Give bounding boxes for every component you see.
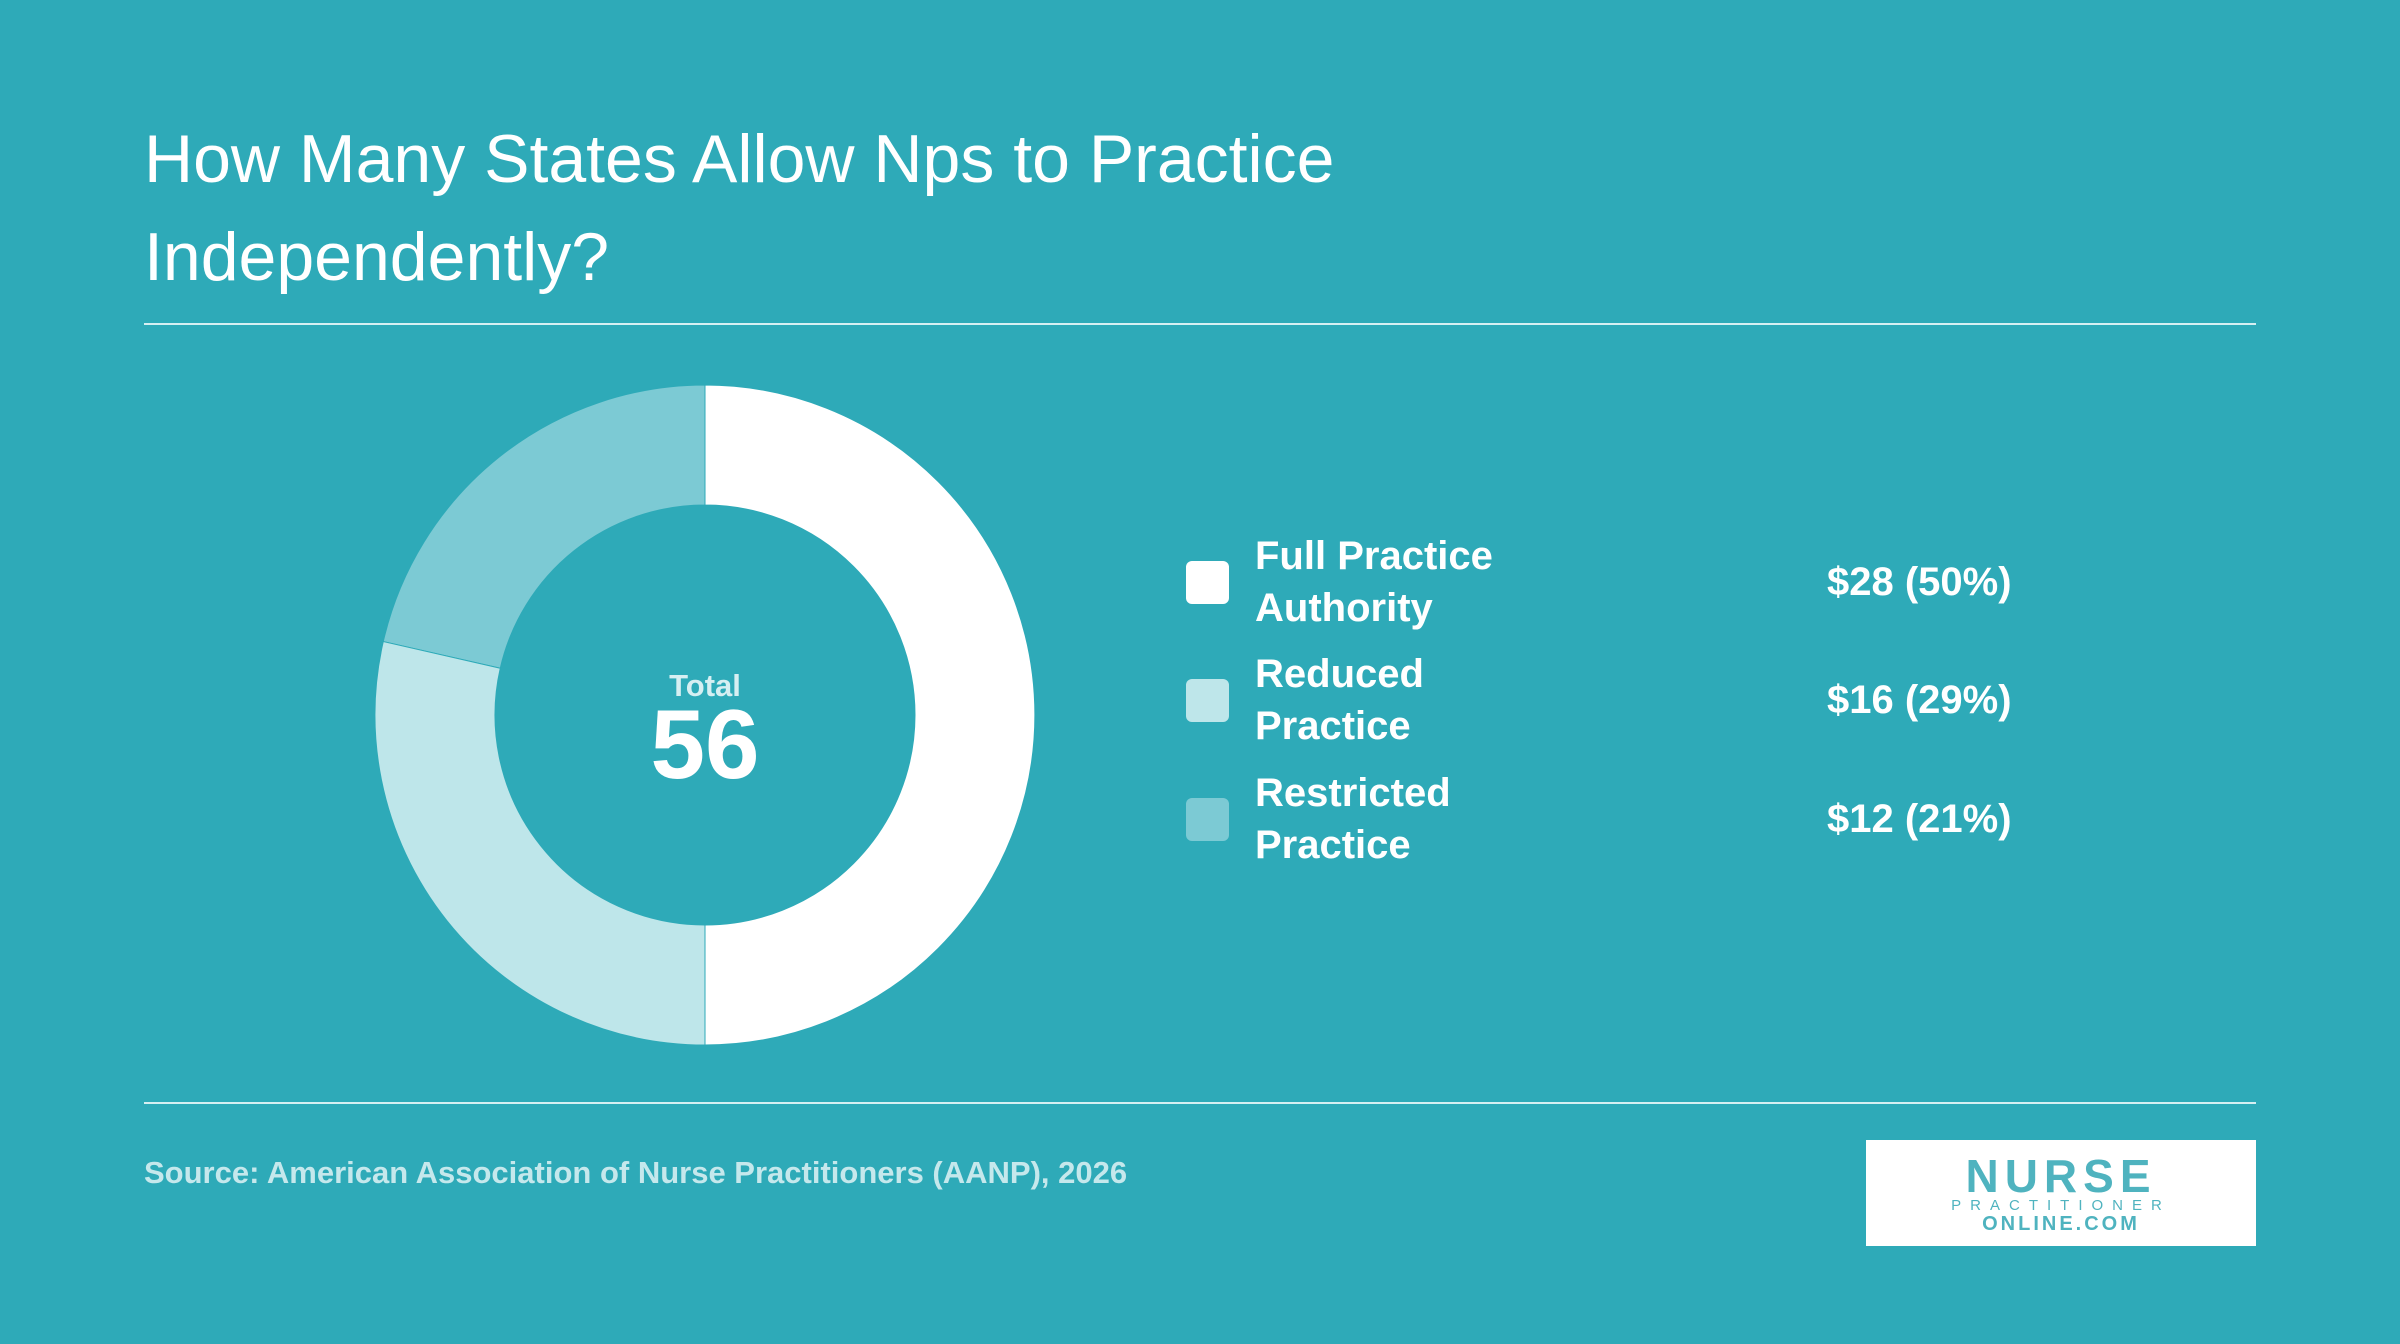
legend-label: Reduced Practice bbox=[1255, 652, 1424, 748]
center-total: 56 bbox=[650, 689, 759, 799]
logo-text: PRACTITIONER bbox=[1951, 1197, 2171, 1214]
legend-swatch bbox=[1186, 679, 1229, 722]
legend-swatch bbox=[1186, 561, 1229, 604]
center-label: Total bbox=[669, 668, 741, 703]
legend-label: Restricted Practice bbox=[1255, 771, 1451, 867]
value-label: $16 (29%) bbox=[1827, 678, 2012, 722]
divider bbox=[144, 1102, 2256, 1104]
donut-slice bbox=[374, 640, 706, 1046]
divider bbox=[144, 323, 2256, 325]
source: Source: American Association of Nurse Pr… bbox=[144, 1155, 1128, 1190]
legend-swatch bbox=[1186, 798, 1229, 841]
logo-text: ONLINE.COM bbox=[1982, 1213, 2140, 1235]
donut-slice bbox=[382, 384, 706, 669]
chart-title: How Many States Allow Nps to Practice In… bbox=[144, 121, 1335, 295]
legend-label: Full Practice Authority bbox=[1255, 534, 1493, 630]
value-label: $28 (50%) bbox=[1827, 560, 2012, 604]
donut-slice bbox=[704, 384, 1036, 1046]
logo-text: NURSE bbox=[1965, 1150, 2157, 1202]
value-label: $12 (21%) bbox=[1827, 797, 2012, 841]
logo: NURSE PRACTITIONER ONLINE.COM bbox=[1866, 1140, 2256, 1246]
